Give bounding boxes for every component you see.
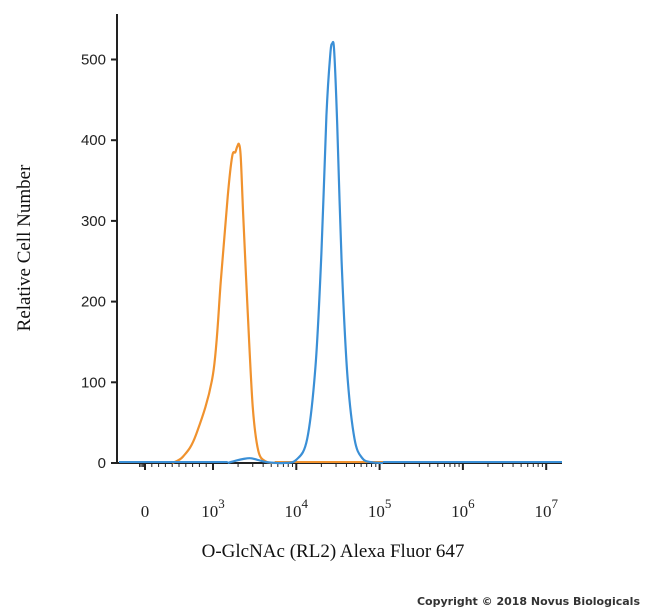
plot-area: 0 100 200 300 400 500 0 103 104 105 106 107 <box>81 14 562 521</box>
x-tick-label: 0 <box>141 502 150 521</box>
x-tick-label: 106 <box>451 496 475 521</box>
x-tick-label: 104 <box>285 496 309 521</box>
x-tick-exponent: 7 <box>551 496 558 511</box>
y-tick-label: 0 <box>98 455 106 472</box>
x-tick-exponent: 5 <box>385 496 392 511</box>
copyright-notice: Copyright © 2018 Novus Biologicals <box>417 595 640 608</box>
y-tick-label: 100 <box>81 374 106 391</box>
y-ticks: 0 100 200 300 400 500 <box>81 52 117 472</box>
y-axis-title: Relative Cell Number <box>14 164 35 331</box>
x-ticks: 0 103 104 105 106 107 <box>139 463 558 521</box>
x-axis-title: O-GlcNAc (RL2) Alexa Fluor 647 <box>202 541 465 562</box>
y-tick-label: 500 <box>81 52 106 69</box>
x-tick-exponent: 4 <box>302 496 309 511</box>
x-tick-label: 107 <box>534 496 558 521</box>
y-tick-label: 200 <box>81 294 106 311</box>
y-tick-label: 300 <box>81 213 106 230</box>
x-tick-label: 103 <box>201 496 225 521</box>
x-tick-exponent: 3 <box>218 496 225 511</box>
histogram-series-0 <box>171 142 275 465</box>
x-tick-label: 105 <box>368 496 392 521</box>
series-layer <box>119 40 562 465</box>
y-tick-label: 400 <box>81 132 106 149</box>
x-tick-exponent: 6 <box>468 496 475 511</box>
histogram-series-1 <box>227 40 384 465</box>
